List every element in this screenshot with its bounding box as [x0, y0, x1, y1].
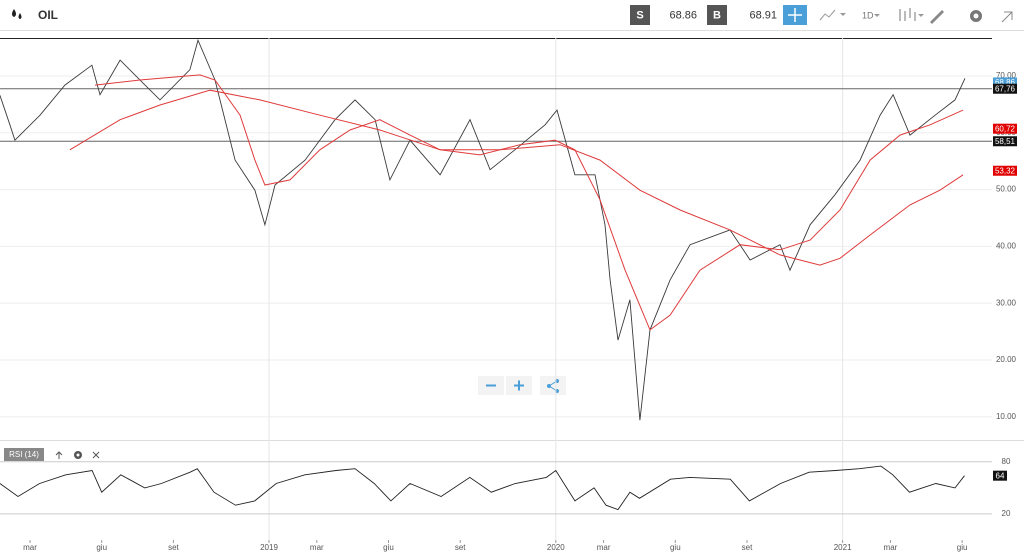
- y-tick-label: 50.00: [996, 185, 1017, 194]
- x-tick-label: 2019: [260, 543, 278, 552]
- x-tick-label: giu: [96, 543, 107, 552]
- y-tick-label: 40.00: [996, 241, 1017, 250]
- buy-label: B: [713, 9, 721, 21]
- price-tag: [993, 136, 1017, 147]
- price-tag-label: 67,76: [995, 84, 1016, 93]
- buy-button[interactable]: [707, 5, 727, 25]
- y-tick-label: 80: [1002, 457, 1011, 466]
- buy-price: 68.91: [749, 9, 777, 21]
- price-tag: [993, 83, 1017, 94]
- x-tick-label: set: [455, 543, 466, 552]
- candle-style-button[interactable]: [899, 8, 924, 21]
- y-tick-label: 30.00: [996, 298, 1017, 307]
- price-tag: [993, 165, 1017, 176]
- rsi-settings[interactable]: [74, 451, 82, 459]
- x-tick-label: 2021: [834, 543, 852, 552]
- rsi-value-label: 64: [996, 471, 1005, 480]
- rsi-title: RSI (14): [9, 450, 39, 459]
- x-tick-label: mar: [884, 543, 898, 552]
- rsi-close[interactable]: [92, 451, 100, 459]
- x-tick-label: set: [168, 543, 179, 552]
- zoom-controls: [478, 376, 566, 395]
- price-tag-label: 53,32: [995, 166, 1016, 175]
- chart-type-button[interactable]: [819, 9, 846, 21]
- sell-label: S: [636, 9, 643, 21]
- price-tag: [993, 123, 1017, 134]
- y-tick-label: 70.00: [996, 71, 1017, 80]
- header-bar: [0, 0, 1024, 30]
- moving-average-line: [94, 74, 964, 331]
- crosshair-button[interactable]: [783, 5, 807, 25]
- rsi-line: [0, 465, 965, 511]
- x-tick-label: mar: [597, 543, 611, 552]
- settings-button[interactable]: [970, 10, 982, 22]
- x-tick-label: set: [742, 543, 753, 552]
- price-tag: [993, 77, 1017, 88]
- x-tick-label: 2020: [547, 543, 565, 552]
- timeframe-arrow: [874, 14, 880, 17]
- y-tick-label: 20.00: [996, 355, 1017, 364]
- draw-tool-button[interactable]: [930, 10, 944, 24]
- oil-icon: [12, 9, 22, 19]
- symbol: OIL: [38, 8, 58, 22]
- x-tick-label: mar: [310, 543, 324, 552]
- rsi-value-tag: [993, 470, 1007, 481]
- moving-average-line: [69, 89, 964, 266]
- timeframe[interactable]: 1D: [862, 10, 874, 20]
- sell-button[interactable]: [630, 5, 650, 25]
- x-tick-label: mar: [23, 543, 37, 552]
- x-tick-label: giu: [957, 543, 968, 552]
- y-tick-label: 10.00: [996, 412, 1017, 421]
- sell-price: 68.86: [669, 9, 697, 21]
- fullscreen-button[interactable]: [1001, 11, 1013, 23]
- x-tick-label: giu: [670, 543, 681, 552]
- x-tick-label: giu: [383, 543, 394, 552]
- rsi-tag[interactable]: [4, 448, 44, 461]
- price-tag-label: 68,86: [995, 78, 1016, 87]
- rsi-move-up[interactable]: [55, 451, 63, 459]
- price-tag-label: 60,72: [995, 124, 1016, 133]
- share-button[interactable]: [540, 376, 566, 395]
- price-line: [0, 38, 966, 421]
- price-tag-label: 58,51: [995, 137, 1016, 146]
- y-tick-label: 20: [1002, 509, 1011, 518]
